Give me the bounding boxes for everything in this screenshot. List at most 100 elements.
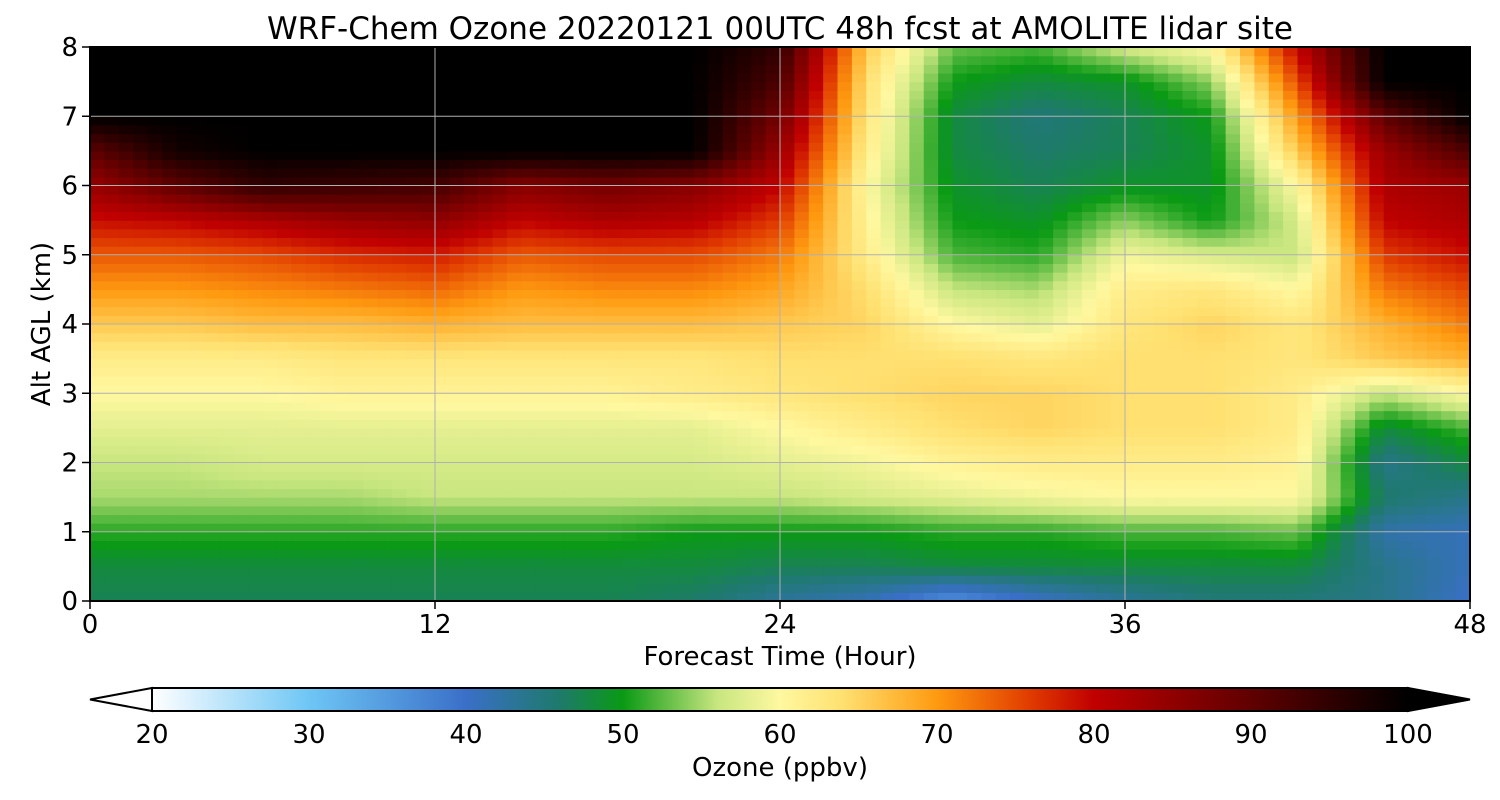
heatmap-cell: [219, 246, 235, 256]
heatmap-cell: [1211, 168, 1227, 178]
heatmap-cell: [1412, 185, 1428, 195]
heatmap-cell: [406, 202, 422, 213]
heatmap-cell: [276, 246, 292, 256]
heatmap-cell: [1153, 367, 1169, 377]
heatmap-cell: [794, 263, 810, 273]
heatmap-cell: [205, 272, 220, 282]
heatmap-cell: [176, 583, 192, 593]
heatmap-cell: [406, 540, 422, 550]
heatmap-cell: [1038, 384, 1054, 394]
heatmap-cell: [679, 176, 695, 187]
heatmap-cell: [966, 298, 982, 308]
heatmap-cell: [1398, 384, 1414, 394]
heatmap-cell: [233, 523, 249, 533]
heatmap-cell: [923, 592, 939, 602]
heatmap-cell: [607, 393, 623, 403]
heatmap-cell: [1254, 185, 1270, 195]
heatmap-cell: [262, 445, 278, 455]
heatmap-cell: [1412, 488, 1428, 498]
heatmap-cell: [1254, 150, 1270, 161]
heatmap-cell: [492, 306, 508, 316]
heatmap-cell: [291, 557, 307, 567]
heatmap-cell: [679, 280, 695, 290]
heatmap-cell: [837, 401, 853, 412]
heatmap-cell: [1096, 332, 1112, 342]
heatmap-cell: [880, 176, 896, 187]
heatmap-cell: [1153, 306, 1169, 316]
heatmap-cell: [794, 557, 810, 567]
heatmap-cell: [478, 211, 494, 221]
heatmap-cell: [1254, 540, 1270, 550]
heatmap-cell: [837, 453, 853, 464]
heatmap-cell: [780, 228, 795, 239]
heatmap-cell: [1053, 237, 1069, 247]
heatmap-cell: [995, 497, 1011, 507]
heatmap-cell: [1125, 263, 1140, 273]
heatmap-cell: [1225, 583, 1241, 593]
heatmap-cell: [578, 471, 594, 481]
heatmap-cell: [1038, 228, 1054, 239]
heatmap-cell: [636, 237, 652, 247]
heatmap-cell: [1355, 419, 1370, 429]
heatmap-cell: [751, 298, 767, 308]
heatmap-cell: [650, 159, 666, 169]
heatmap-cell: [219, 324, 235, 334]
heatmap-cell: [420, 453, 436, 464]
heatmap-cell: [391, 471, 407, 481]
heatmap-cell: [736, 505, 752, 516]
heatmap-cell: [449, 367, 465, 377]
heatmap-cell: [449, 280, 465, 290]
heatmap-cell: [1096, 497, 1112, 507]
heatmap-cell: [665, 410, 680, 420]
heatmap-cell: [248, 289, 264, 299]
heatmap-cell: [161, 306, 177, 316]
heatmap-cell: [506, 575, 522, 585]
heatmap-cell: [578, 289, 594, 299]
heatmap-cell: [449, 419, 465, 429]
heatmap-cell: [262, 419, 278, 429]
heatmap-cell: [1326, 315, 1342, 325]
heatmap-cell: [981, 211, 997, 221]
heatmap-cell: [506, 341, 522, 351]
heatmap-cell: [420, 367, 436, 377]
heatmap-cell: [966, 185, 982, 195]
heatmap-cell: [550, 358, 565, 368]
heatmap-cell: [1139, 289, 1155, 299]
heatmap-cell: [794, 367, 810, 377]
heatmap-cell: [449, 531, 465, 542]
heatmap-cell: [981, 488, 997, 498]
heatmap-cell: [219, 272, 235, 282]
heatmap-cell: [665, 150, 680, 161]
heatmap-cell: [621, 194, 637, 204]
heatmap-cell: [1297, 185, 1313, 195]
heatmap-cell: [1441, 462, 1457, 472]
heatmap-cell: [233, 557, 249, 567]
heatmap-cell: [1125, 523, 1140, 533]
heatmap-cell: [1398, 168, 1414, 178]
heatmap-cell: [650, 324, 666, 334]
heatmap-cell: [291, 202, 307, 213]
heatmap-cell: [1326, 453, 1342, 464]
heatmap-cell: [866, 228, 882, 239]
heatmap-cell: [1326, 168, 1342, 178]
heatmap-cell: [880, 393, 896, 403]
heatmap-cell: [1441, 375, 1457, 386]
heatmap-cell: [722, 306, 738, 316]
heatmap-cell: [1441, 384, 1457, 394]
heatmap-cell: [679, 246, 695, 256]
heatmap-cell: [823, 176, 839, 187]
heatmap-cell: [219, 211, 235, 221]
heatmap-cell: [1053, 488, 1069, 498]
heatmap-cell: [1441, 488, 1457, 498]
heatmap-cell: [1398, 497, 1414, 507]
heatmap-cell: [1326, 497, 1342, 507]
heatmap-cell: [406, 436, 422, 446]
heatmap-cell: [205, 263, 220, 273]
heatmap-cell: [1254, 427, 1270, 438]
heatmap-cell: [593, 194, 609, 204]
heatmap-cell: [463, 540, 479, 550]
heatmap-cell: [823, 566, 839, 576]
heatmap-cell: [363, 349, 379, 360]
heatmap-cell: [449, 427, 465, 438]
heatmap-cell: [593, 159, 609, 169]
